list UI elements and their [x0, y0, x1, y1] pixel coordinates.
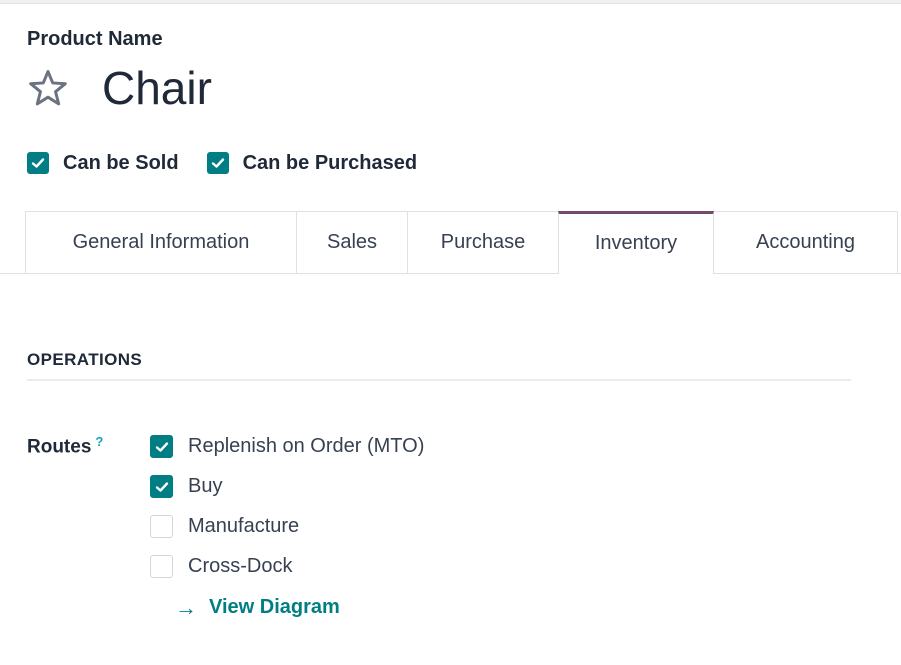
view-diagram-link[interactable]: → View Diagram: [175, 591, 424, 625]
favorite-star-icon[interactable]: [27, 67, 69, 109]
operations-section-header: OPERATIONS: [27, 350, 851, 381]
product-flags-row: Can be Sold Can be Purchased: [27, 152, 874, 175]
can-be-sold-checkbox[interactable]: [27, 152, 49, 175]
product-name-field-label: Product Name: [27, 28, 163, 50]
tab-sales[interactable]: Sales: [296, 210, 408, 273]
product-form-header: Product Name Chair Can be Sold Can be Pu…: [0, 4, 901, 175]
route-option-buy[interactable]: Buy: [150, 467, 424, 507]
checkmark-icon: [155, 481, 168, 492]
tab-purchase[interactable]: Purchase: [407, 210, 559, 273]
checkmark-icon: [155, 441, 168, 452]
checkmark-icon: [211, 158, 224, 168]
route-label: Buy: [188, 475, 223, 498]
route-label: Cross-Dock: [188, 555, 293, 578]
route-option-cross-dock[interactable]: Cross-Dock: [150, 547, 424, 587]
notebook-tab-bar: General Information Sales Purchase Inven…: [0, 210, 901, 274]
checkmark-icon: [31, 158, 45, 168]
route-label: Replenish on Order (MTO): [188, 435, 425, 458]
tab-general-information[interactable]: General Information: [25, 210, 297, 273]
arrow-right-icon: →: [175, 594, 197, 620]
routes-label-cell: Routes?: [27, 427, 150, 458]
can-be-purchased-label: Can be Purchased: [242, 151, 418, 174]
routes-options-list: Replenish on Order (MTO) Buy Manufacture…: [150, 427, 424, 625]
route-option-manufacture[interactable]: Manufacture: [150, 507, 424, 547]
product-name-title[interactable]: Chair: [102, 62, 212, 114]
route-option-replenish-mto[interactable]: Replenish on Order (MTO): [150, 427, 424, 467]
route-label: Manufacture: [188, 515, 300, 538]
top-toolbar-edge: [0, 0, 901, 4]
routes-field-label: Routes: [27, 435, 92, 457]
tab-accounting[interactable]: Accounting: [713, 210, 898, 273]
view-diagram-label: View Diagram: [209, 596, 340, 619]
tab-inventory[interactable]: Inventory: [558, 210, 714, 274]
can-be-purchased-toggle[interactable]: Can be Purchased: [206, 151, 418, 175]
can-be-sold-toggle[interactable]: Can be Sold: [27, 152, 179, 175]
inventory-tab-panel: OPERATIONS Routes? Replenish on Order (M…: [0, 350, 901, 625]
route-checkbox-manufacture[interactable]: [150, 515, 173, 539]
routes-help-icon[interactable]: ?: [95, 433, 104, 449]
operations-section-title: OPERATIONS: [27, 349, 143, 369]
routes-field-row: Routes? Replenish on Order (MTO) Buy Man…: [27, 427, 874, 625]
can-be-sold-label: Can be Sold: [63, 151, 179, 174]
route-checkbox-replenish-mto[interactable]: [150, 435, 173, 459]
route-checkbox-buy[interactable]: [150, 475, 173, 499]
product-title-row: Chair: [27, 63, 874, 114]
route-checkbox-cross-dock[interactable]: [150, 555, 173, 579]
can-be-purchased-checkbox[interactable]: [206, 152, 229, 175]
